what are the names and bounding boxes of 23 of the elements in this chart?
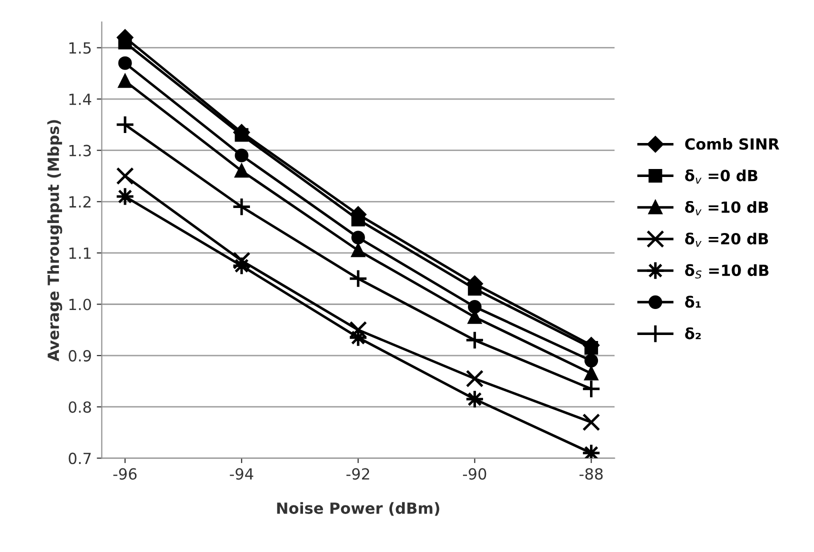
y-tick-label: 0.7 [68, 452, 91, 464]
y-tick-label: 0.8 [68, 401, 91, 413]
y-tick-label: 1.5 [69, 42, 91, 54]
x-tick-label: -96 [113, 468, 137, 480]
y-tick-label: 1.0 [69, 298, 92, 310]
y-tick-label: 0.9 [68, 350, 91, 362]
legend-label: δ$_{v}$ =20 dB [685, 232, 768, 247]
y-tick-label: 1.1 [69, 248, 91, 259]
legend-label: Comb SINR [685, 138, 780, 150]
y-axis-title: Average Throughput (Mbps) [47, 120, 62, 362]
y-tick-label: 1.3 [69, 144, 91, 156]
x-axis-title: Noise Power (dBm) [277, 502, 440, 516]
y-tick-label: 1.4 [69, 94, 92, 105]
legend-label: δ$_{v}$ =10 dB [685, 200, 768, 216]
legend-label: δ$_{S}$ =10 dB [685, 264, 768, 279]
y-tick-label: 1.2 [69, 196, 90, 208]
x-tick-label: -94 [230, 468, 254, 480]
legend-label: δ₁ [685, 296, 701, 308]
legend-label: δ$_{v}$ =0 dB [685, 169, 758, 184]
x-tick-label: -90 [462, 468, 486, 480]
legend-label: δ₂ [685, 327, 701, 340]
x-tick-label: -88 [580, 468, 603, 480]
x-tick-label: -92 [346, 468, 370, 480]
